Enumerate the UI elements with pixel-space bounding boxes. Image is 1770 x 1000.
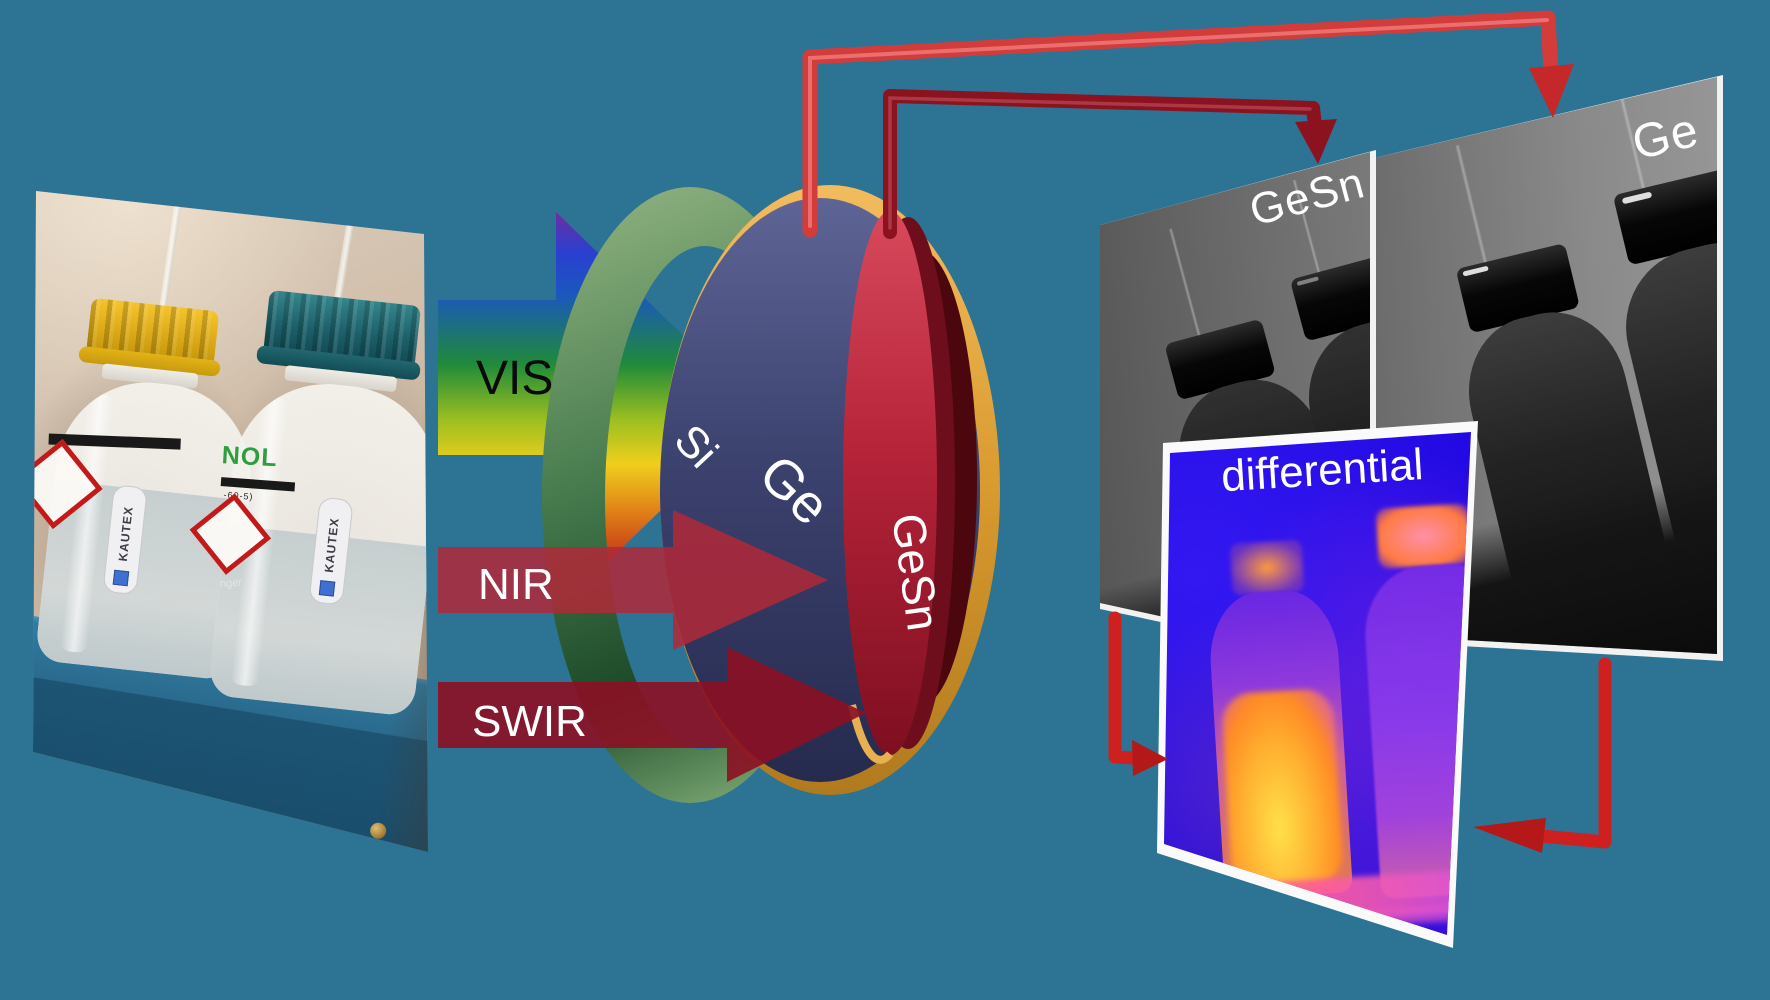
nir-beam-arrow-icon — [438, 510, 828, 650]
nir-beam-label: NIR — [478, 560, 554, 609]
vis-beam-label: VIS — [476, 352, 553, 405]
si-ring-band — [542, 187, 838, 803]
arrow-ge-to-differential — [1473, 657, 1612, 853]
arrow-gesn-to-differential — [1108, 611, 1168, 776]
pipe-to-gesn-panel — [883, 89, 1337, 239]
pipe-to-ge-panel — [802, 10, 1574, 238]
elbow-arrowhead-right-icon — [1473, 818, 1546, 853]
elbow-arrowhead-left-icon — [1132, 740, 1168, 776]
swir-beam-label: SWIR — [472, 697, 587, 746]
gesn-gold-tip — [848, 704, 894, 764]
pipe-arrowhead-gesn-icon — [1295, 119, 1337, 164]
pipe-arrowhead-ge-icon — [1529, 64, 1574, 118]
gesn-ring-band — [843, 211, 937, 755]
swir-beam-arrow-icon — [438, 647, 866, 782]
sensor-ring: Si Ge GeSn — [542, 185, 1000, 803]
